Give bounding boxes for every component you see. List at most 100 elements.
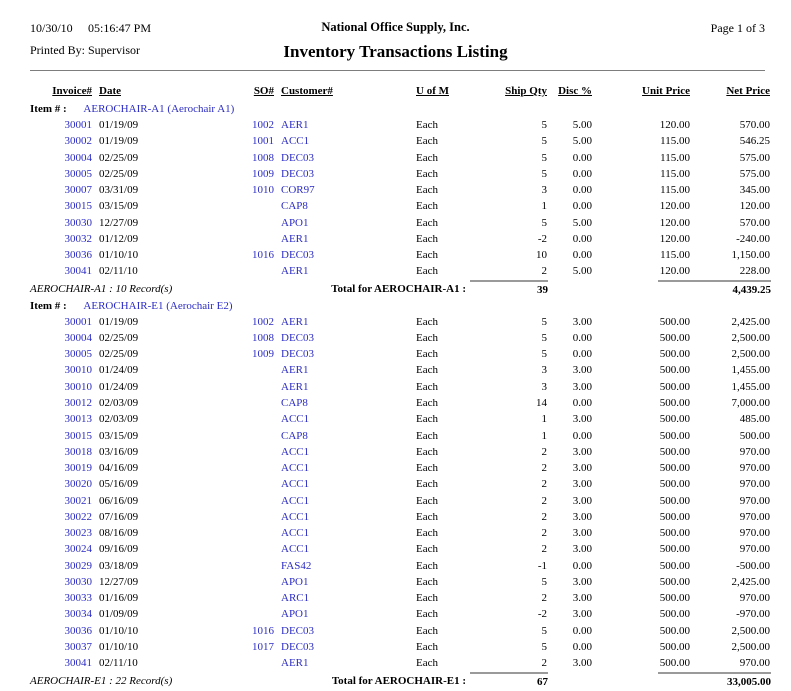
so-number-link[interactable] [174, 541, 274, 557]
invoice-number-link[interactable]: 30019 [64, 462, 93, 475]
customer-number-link[interactable]: ACC1 [281, 510, 310, 523]
invoice-number-link[interactable]: 30036 [64, 624, 93, 637]
so-number-link[interactable] [174, 525, 274, 541]
so-number-link[interactable] [174, 606, 274, 622]
so-number-link[interactable]: 1002 [252, 315, 274, 328]
customer-number-link[interactable]: DEC03 [281, 249, 314, 262]
customer-number-link[interactable]: AER1 [281, 380, 309, 393]
invoice-number-link[interactable]: 30030 [64, 575, 93, 588]
so-number-link[interactable]: 1008 [252, 151, 274, 164]
invoice-number-link[interactable]: 30015 [64, 429, 93, 442]
invoice-number-link[interactable]: 30033 [64, 592, 93, 605]
invoice-number-link[interactable]: 30015 [64, 200, 93, 213]
invoice-number-link[interactable]: 30001 [64, 315, 93, 328]
invoice-number-link[interactable]: 30037 [64, 640, 93, 653]
invoice-number-link[interactable]: 30004 [64, 151, 93, 164]
customer-number-link[interactable]: CAP8 [281, 200, 308, 213]
invoice-number-link[interactable]: 30041 [64, 265, 93, 278]
invoice-number-link[interactable]: 30004 [64, 331, 93, 344]
customer-number-link[interactable]: ACC1 [281, 413, 310, 426]
invoice-number-link[interactable]: 30041 [64, 657, 93, 670]
so-number-link[interactable]: 1017 [252, 640, 274, 653]
so-number-link[interactable]: 1010 [252, 184, 274, 197]
customer-number-link[interactable]: APO1 [281, 608, 309, 621]
disc-percent-cell: 0.00 [572, 167, 592, 180]
invoice-number-link[interactable]: 30005 [64, 167, 93, 180]
invoice-number-link[interactable]: 30010 [64, 380, 93, 393]
customer-number-link[interactable]: AER1 [281, 657, 309, 670]
customer-number-link[interactable]: DEC03 [281, 640, 314, 653]
invoice-number-link[interactable]: 30036 [64, 249, 93, 262]
invoice-number-link[interactable]: 30002 [64, 135, 93, 148]
customer-number-link[interactable]: AER1 [281, 265, 309, 278]
invoice-number-link[interactable]: 30032 [64, 232, 93, 245]
so-number-link[interactable] [174, 460, 274, 476]
date-cell: 04/16/09 [99, 462, 139, 475]
customer-number-link[interactable]: ACC1 [281, 543, 310, 556]
so-number-link[interactable] [174, 263, 274, 279]
customer-number-link[interactable]: COR97 [281, 184, 315, 197]
so-number-link[interactable] [174, 395, 274, 411]
so-number-link[interactable] [174, 444, 274, 460]
invoice-number-link[interactable]: 30030 [64, 216, 93, 229]
invoice-number-link[interactable]: 30013 [64, 413, 93, 426]
customer-number-link[interactable]: AER1 [281, 315, 309, 328]
invoice-number-link[interactable]: 30020 [64, 478, 93, 491]
customer-number-link[interactable]: FAS42 [281, 559, 312, 572]
customer-number-link[interactable]: APO1 [281, 575, 309, 588]
invoice-number-link[interactable]: 30029 [64, 559, 93, 572]
customer-number-link[interactable]: CAP8 [281, 396, 308, 409]
customer-number-link[interactable]: DEC03 [281, 348, 314, 361]
customer-number-link[interactable]: DEC03 [281, 151, 314, 164]
invoice-number-link[interactable]: 30005 [64, 348, 93, 361]
customer-number-link[interactable]: CAP8 [281, 429, 308, 442]
invoice-number-link[interactable]: 30022 [64, 510, 93, 523]
customer-number-link[interactable]: AER1 [281, 232, 309, 245]
so-number-link[interactable]: 1001 [252, 135, 274, 148]
so-number-link[interactable]: 1002 [252, 119, 274, 131]
customer-number-link[interactable]: AER1 [281, 364, 309, 377]
customer-number-link[interactable]: DEC03 [281, 331, 314, 344]
so-number-link[interactable] [174, 476, 274, 492]
item-name-link[interactable]: AEROCHAIR-E1 (Aerochair E2) [83, 299, 233, 312]
so-number-link[interactable]: 1008 [252, 331, 274, 344]
so-number-link[interactable]: 1016 [252, 624, 274, 637]
so-number-link[interactable] [174, 428, 274, 444]
so-number-link[interactable]: 1016 [252, 249, 274, 262]
customer-number-link[interactable]: ACC1 [281, 494, 310, 507]
customer-number-link[interactable]: APO1 [281, 216, 309, 229]
so-number-link[interactable] [174, 574, 274, 590]
so-number-link[interactable] [174, 215, 274, 231]
so-number-link[interactable]: 1009 [252, 167, 274, 180]
invoice-number-link[interactable]: 30010 [64, 364, 93, 377]
so-number-link[interactable] [174, 590, 274, 606]
invoice-number-link[interactable]: 30007 [64, 184, 93, 197]
invoice-number-link[interactable]: 30023 [64, 527, 93, 540]
so-number-link[interactable] [174, 198, 274, 214]
customer-number-link[interactable]: DEC03 [281, 624, 314, 637]
invoice-number-link[interactable]: 30034 [64, 608, 93, 621]
so-number-link[interactable] [174, 558, 274, 574]
customer-number-link[interactable]: ACC1 [281, 478, 310, 491]
so-number-link[interactable]: 1009 [252, 348, 274, 361]
so-number-link[interactable] [174, 655, 274, 671]
customer-number-link[interactable]: ACC1 [281, 445, 310, 458]
so-number-link[interactable] [174, 379, 274, 395]
so-number-link[interactable] [174, 509, 274, 525]
customer-number-link[interactable]: ACC1 [281, 135, 310, 148]
invoice-number-link[interactable]: 30012 [64, 396, 93, 409]
invoice-number-link[interactable]: 30024 [64, 543, 93, 556]
customer-number-link[interactable]: ARC1 [281, 592, 310, 605]
customer-number-link[interactable]: ACC1 [281, 462, 310, 475]
so-number-link[interactable] [174, 231, 274, 247]
so-number-link[interactable] [174, 362, 274, 378]
customer-number-link[interactable]: ACC1 [281, 527, 310, 540]
item-name-link[interactable]: AEROCHAIR-A1 (Aerochair A1) [83, 103, 235, 115]
customer-number-link[interactable]: DEC03 [281, 167, 314, 180]
invoice-number-link[interactable]: 30001 [64, 119, 93, 131]
invoice-number-link[interactable]: 30018 [64, 445, 93, 458]
customer-number-link[interactable]: AER1 [281, 119, 309, 131]
so-number-link[interactable] [174, 493, 274, 509]
invoice-number-link[interactable]: 30021 [64, 494, 93, 507]
so-number-link[interactable] [174, 411, 274, 427]
